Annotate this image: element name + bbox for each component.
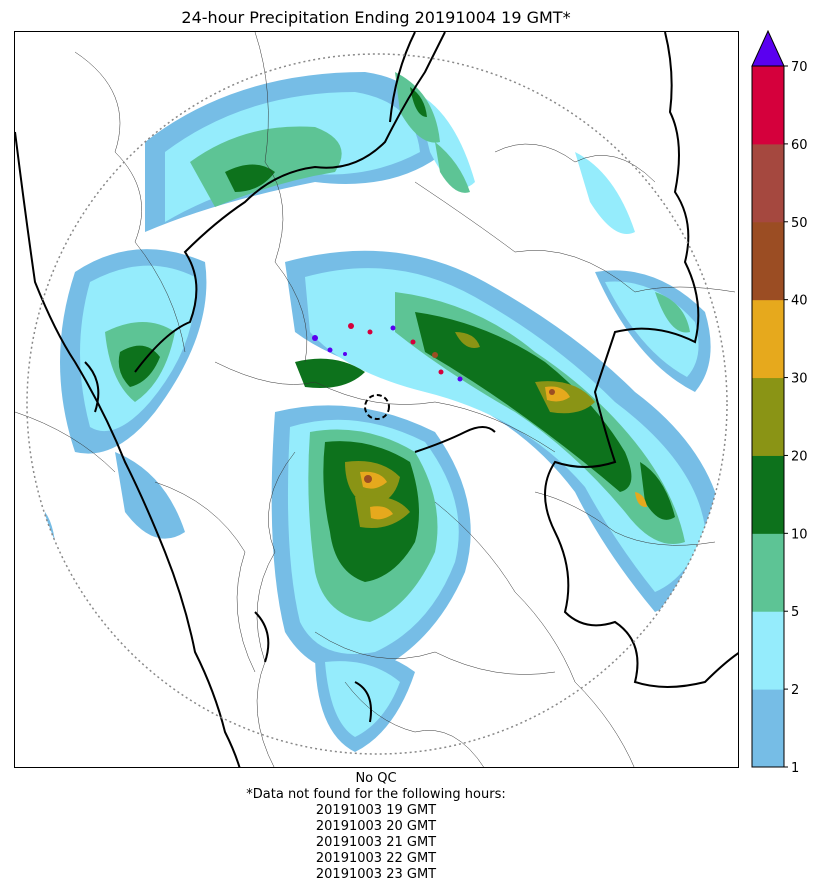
colorbar-bin [752,689,784,768]
colorbar-tick-label: 20 [791,449,808,464]
missing-hour: 20191003 20 GMT [315,819,437,834]
colorbar-bin [752,221,784,301]
colorbar: 1 2 5 10 20 30 40 50 60 70 [751,30,808,775]
colorbar-bins [752,66,784,768]
colorbar-tick-label: 2 [791,683,799,698]
missing-hour: 20191003 19 GMT [315,803,437,818]
footer-notes: No QC *Data not found for the following … [0,771,752,883]
colorbar-tick-label: 1 [791,761,799,775]
district-boundaries [15,32,736,767]
radar-range-ring [26,53,728,755]
colorbar-tick-label: 30 [791,372,808,387]
precipitation-field [15,32,738,767]
colorbar-tick-label: 50 [791,216,808,231]
colorbar-bin [752,299,784,379]
missing-hour: 20191003 23 GMT [315,867,437,882]
missing-hour: 20191003 22 GMT [315,851,437,866]
colorbar-ticks: 1 2 5 10 20 30 40 50 60 70 [784,60,808,775]
colorbar-tick-label: 40 [791,294,808,309]
radar-map [14,31,739,768]
colorbar-tick-label: 60 [791,138,808,153]
colorbar-bin [752,377,784,456]
colorbar-tick-label: 70 [791,60,808,75]
colorbar-bin [752,455,784,534]
colorbar-tick-label: 10 [791,527,808,542]
colorbar-bin [752,611,784,690]
missing-data-header: *Data not found for the following hours: [246,787,506,802]
colorbar-extend-triangle [751,30,785,67]
colorbar-bin [752,533,784,612]
colorbar-frame [751,65,785,768]
colorbar-tick-label: 5 [791,605,799,620]
colorbar-bin [752,66,784,145]
state-boundaries [15,32,738,767]
qc-note: No QC [355,771,397,786]
colorbar-bin [752,143,784,223]
precipitation-areas [43,72,725,752]
map-title: 24-hour Precipitation Ending 20191004 19… [181,8,571,27]
missing-hour: 20191003 21 GMT [315,835,437,850]
